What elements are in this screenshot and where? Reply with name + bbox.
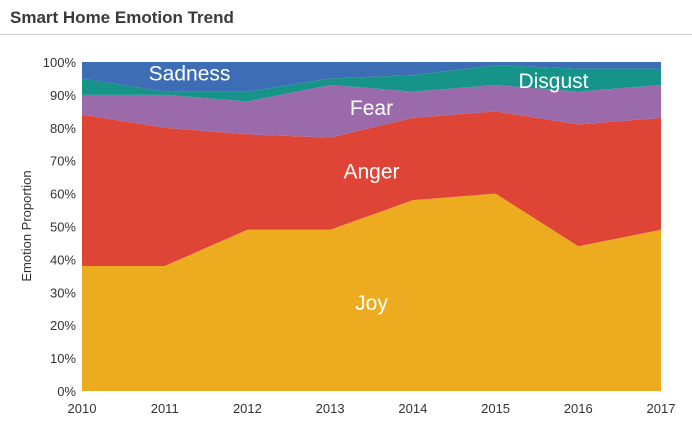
y-tick-label: 100% <box>43 55 77 70</box>
y-tick-label: 30% <box>50 285 76 300</box>
series-label-fear: Fear <box>350 97 393 120</box>
x-axis: 2010 2011 2012 2013 2014 2015 2016 2017 <box>68 401 676 416</box>
area-disgust <box>82 65 661 102</box>
x-tick-label: 2017 <box>647 401 676 416</box>
series-label-disgust: Disgust <box>518 70 588 93</box>
title-divider <box>0 34 692 35</box>
x-tick-label: 2016 <box>564 401 593 416</box>
area-sadness <box>82 62 661 92</box>
y-tick-label: 40% <box>50 252 76 267</box>
area-anger <box>82 111 661 266</box>
y-tick-label: 10% <box>50 351 76 366</box>
series-label-anger: Anger <box>343 160 399 183</box>
y-tick-label: 90% <box>50 88 76 103</box>
area-joy <box>82 193 661 391</box>
series-label-layer: Joy Anger Fear Disgust Sadness <box>149 63 589 315</box>
y-tick-label: 0% <box>57 384 76 399</box>
x-tick-label: 2015 <box>481 401 510 416</box>
x-tick-label: 2012 <box>233 401 262 416</box>
area-fear <box>82 85 661 138</box>
y-tick-label: 60% <box>50 187 76 202</box>
x-tick-label: 2014 <box>398 401 427 416</box>
chart-title: Smart Home Emotion Trend <box>10 8 234 27</box>
series-label-joy: Joy <box>355 292 388 315</box>
y-axis: 0% 10% 20% 30% 40% 50% 60% 70% 80% 90% 100% <box>43 55 77 399</box>
x-tick-label: 2011 <box>151 401 179 416</box>
x-tick-label: 2010 <box>68 401 97 416</box>
y-tick-label: 20% <box>50 318 76 333</box>
area-layer <box>82 62 661 391</box>
y-axis-label: Emotion Proportion <box>19 170 34 281</box>
series-label-sadness: Sadness <box>149 63 231 86</box>
y-tick-label: 80% <box>50 121 76 136</box>
x-tick-label: 2013 <box>316 401 345 416</box>
y-tick-label: 70% <box>50 154 76 169</box>
y-tick-label: 50% <box>50 220 76 235</box>
